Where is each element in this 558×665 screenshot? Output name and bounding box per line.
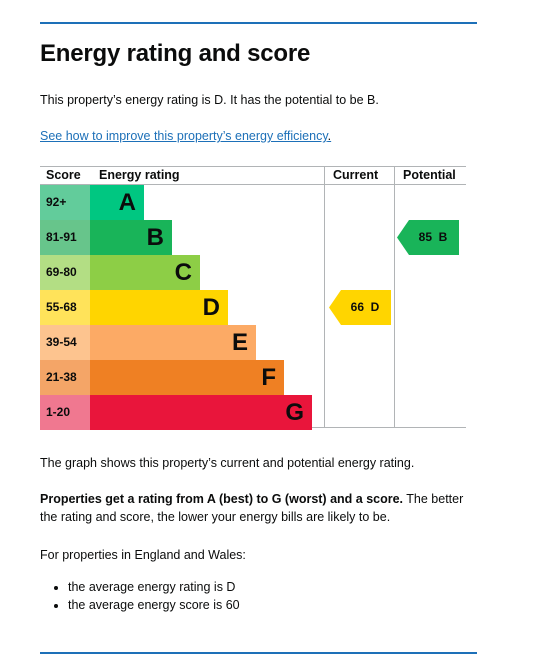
- rating-explanation-rest: The better the rating and score, the low…: [40, 492, 464, 524]
- page-title: Energy rating and score: [40, 40, 311, 67]
- band-bar-a: A: [90, 185, 144, 220]
- band-bar-c: C: [90, 255, 200, 290]
- rating-explanation-bold: Properties get a rating from A (best) to…: [40, 492, 404, 506]
- band-bar-d: D: [90, 290, 228, 325]
- band-bar-b: B: [90, 220, 172, 255]
- band-letter-d: D: [202, 294, 220, 321]
- improve-efficiency-link[interactable]: See how to improve this property’s energ…: [40, 129, 331, 143]
- average-list: the average energy rating is D the avera…: [40, 578, 240, 614]
- header-potential: Potential: [403, 168, 456, 182]
- band-bar-e: E: [90, 325, 256, 360]
- band-score-g: 1-20: [40, 395, 90, 430]
- band-letter-c: C: [174, 259, 192, 286]
- region-text: For properties in England and Wales:: [40, 548, 246, 562]
- bottom-divider: [40, 652, 477, 654]
- header-current: Current: [333, 168, 379, 182]
- band-letter-g: G: [285, 399, 304, 426]
- band-score-d: 55-68: [40, 290, 90, 325]
- chart-current-divider: [324, 166, 325, 428]
- band-letter-e: E: [231, 329, 248, 356]
- list-item: the average energy rating is D: [68, 578, 240, 596]
- band-score-f: 21-38: [40, 360, 90, 395]
- band-score-e: 39-54: [40, 325, 90, 360]
- band-letter-b: B: [146, 224, 164, 251]
- band-letter-a: A: [118, 189, 136, 216]
- potential-rating-arrow: 85 B: [397, 220, 459, 255]
- chart-potential-divider: [394, 166, 395, 428]
- band-score-c: 69-80: [40, 255, 90, 290]
- band-score-b: 81-91: [40, 220, 90, 255]
- band-bar-g: G: [90, 395, 312, 430]
- top-divider: [40, 22, 477, 24]
- improve-efficiency-link-text[interactable]: See how to improve this property’s energ…: [40, 129, 328, 143]
- rating-summary: This property’s energy rating is D. It h…: [40, 93, 379, 107]
- current-rating-arrow: 66 D: [329, 290, 391, 325]
- energy-rating-chart: Score Energy rating Current Potential 92…: [40, 166, 466, 430]
- band-bar-f: F: [90, 360, 284, 395]
- header-energy-rating: Energy rating: [99, 168, 180, 182]
- band-letter-f: F: [261, 364, 276, 391]
- graph-description: The graph shows this property’s current …: [40, 456, 415, 470]
- rating-explanation: Properties get a rating from A (best) to…: [40, 490, 470, 526]
- band-score-a: 92+: [40, 185, 90, 220]
- chart-header-border: [40, 184, 466, 185]
- chart-top-border: [40, 166, 466, 167]
- link-suffix: .: [327, 129, 332, 143]
- list-item: the average energy score is 60: [68, 596, 240, 614]
- header-score: Score: [46, 168, 81, 182]
